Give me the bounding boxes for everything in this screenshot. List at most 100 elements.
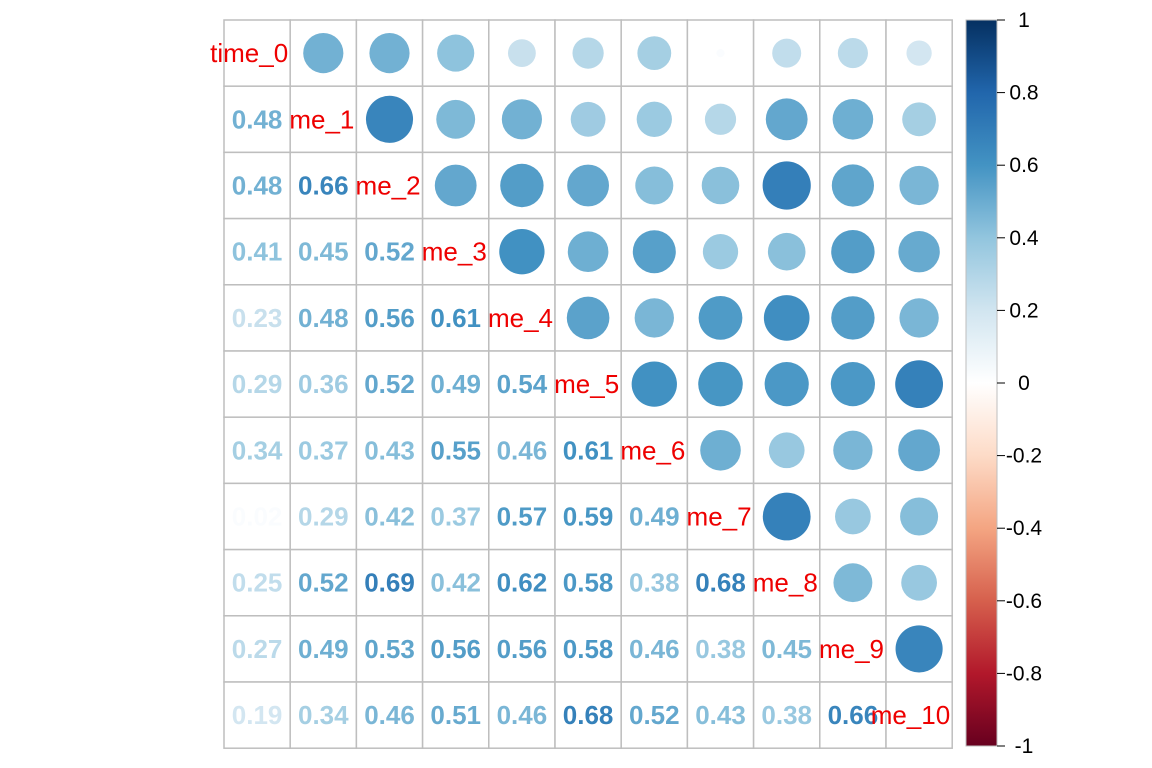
colorbar-tick-label: -0.6 — [1006, 590, 1042, 613]
corr-value: 0.37 — [430, 502, 481, 532]
corr-value: 0.57 — [497, 502, 548, 532]
variable-label: me_3 — [422, 237, 487, 267]
grid-cell — [885, 681, 953, 749]
grid-cell — [223, 615, 291, 683]
grid-cell — [686, 548, 755, 617]
corr-value: 0.52 — [298, 568, 349, 598]
corr-value: 0.66 — [828, 700, 879, 730]
corr-circle — [764, 362, 809, 407]
variable-label: me_9 — [819, 634, 884, 664]
corr-circle — [570, 101, 606, 137]
corr-value: 0.49 — [430, 369, 481, 399]
grid-cell — [289, 416, 358, 485]
grid-cell — [554, 350, 622, 418]
variable-label: me_10 — [871, 700, 951, 730]
corr-value: 0.34 — [298, 700, 349, 730]
grid-cell — [355, 284, 424, 352]
corr-circle — [833, 563, 873, 603]
corr-value: 0.48 — [232, 104, 283, 134]
corr-circle — [831, 230, 875, 274]
corr-circle — [830, 362, 875, 407]
variable-label: me_1 — [289, 104, 354, 134]
corr-value: 0.43 — [364, 435, 415, 465]
corr-circle — [765, 98, 808, 141]
grid-cell — [421, 482, 490, 551]
corr-value: 0.46 — [629, 634, 680, 664]
variable-label: me_8 — [753, 568, 818, 598]
grid-cell — [620, 482, 689, 551]
grid-cell — [355, 615, 424, 683]
grid-cell — [554, 416, 622, 485]
corr-value: 0.29 — [298, 502, 349, 532]
corr-circle — [507, 39, 536, 68]
corr-value: 0.42 — [430, 568, 481, 598]
corr-value: 0.69 — [364, 568, 415, 598]
corr-value: 0.58 — [563, 568, 614, 598]
colorbar-tick-label: -0.2 — [1006, 445, 1042, 468]
grid-cell — [620, 416, 689, 485]
corr-value: 0.46 — [364, 700, 415, 730]
grid-cell — [686, 19, 755, 87]
corr-value: 0.52 — [364, 369, 415, 399]
corr-circle — [567, 231, 609, 272]
corr-value: 0.49 — [298, 634, 349, 664]
corr-value: 0.53 — [364, 634, 415, 664]
grid-cell — [554, 217, 622, 286]
corr-value: 0.66 — [298, 171, 349, 201]
corr-circle — [501, 99, 542, 140]
corr-value: 0.68 — [563, 700, 614, 730]
corr-value: 0.54 — [497, 369, 548, 399]
grid-cell — [488, 284, 556, 352]
corr-circle — [900, 497, 939, 536]
corr-circle — [700, 430, 741, 471]
colorbar-tick-label: 1 — [1018, 9, 1030, 32]
grid-cell — [752, 681, 821, 749]
grid-cell — [686, 681, 755, 749]
corr-circle — [499, 229, 545, 275]
grid-cell — [223, 284, 291, 352]
colorbar-tick-label: -0.8 — [1006, 662, 1042, 685]
grid-cell — [488, 482, 556, 551]
corr-value: 0.49 — [629, 502, 680, 532]
colorbar: 1 0.8 0.6 0.4 0.2 0 -0.2 -0.4 -0.6 -0.8 -1 — [965, 9, 1043, 758]
grid-cell — [355, 681, 424, 749]
corr-circle — [636, 101, 672, 137]
corr-circle — [762, 492, 811, 541]
grid-cell — [223, 85, 291, 154]
variable-label: me_7 — [687, 502, 752, 532]
grid-cell — [752, 615, 821, 683]
corr-circle — [369, 33, 410, 74]
corr-circle — [637, 36, 672, 71]
corr-circle — [303, 33, 344, 74]
corr-value: 0.45 — [298, 237, 349, 267]
grid-cell — [421, 350, 490, 418]
grid-cell — [355, 548, 424, 617]
corr-circle — [631, 361, 677, 407]
corr-circle — [895, 360, 944, 409]
corr-value: 0.46 — [497, 435, 548, 465]
grid-cell — [421, 284, 490, 352]
grid-cell — [752, 548, 821, 617]
grid-cell — [488, 615, 556, 683]
corr-circle — [632, 230, 676, 274]
colorbar-tick-label: -0.4 — [1006, 517, 1043, 540]
corr-value: 0.38 — [761, 700, 812, 730]
corr-value: 0.29 — [232, 369, 283, 399]
corr-circle — [701, 166, 740, 205]
diagonal-label-layer: time_0 me_1 me_2 me_3 me_4 me_5 me_6 me_7 me_8me… — [210, 38, 950, 730]
corr-circle — [365, 95, 414, 143]
corr-value: 0.37 — [298, 435, 349, 465]
corr-circle — [898, 429, 941, 472]
variable-label: me_2 — [356, 171, 421, 201]
corr-circle — [437, 34, 475, 72]
corr-value: 0.55 — [430, 435, 481, 465]
cell-layer: 0.48 0.48 0.66 0.41 0.45 0.52 0.23 0.48 0.56 0.61… — [232, 33, 944, 730]
corr-circle — [837, 38, 868, 69]
colorbar-tick-label: 0.4 — [1009, 227, 1039, 250]
corr-value: 0.42 — [364, 502, 415, 532]
corr-value: 0.38 — [629, 568, 680, 598]
corr-value: 0.52 — [629, 700, 680, 730]
grid-cell — [223, 681, 291, 749]
grid-cell — [223, 416, 291, 485]
colorbar-tick-label: 0.2 — [1009, 299, 1038, 322]
